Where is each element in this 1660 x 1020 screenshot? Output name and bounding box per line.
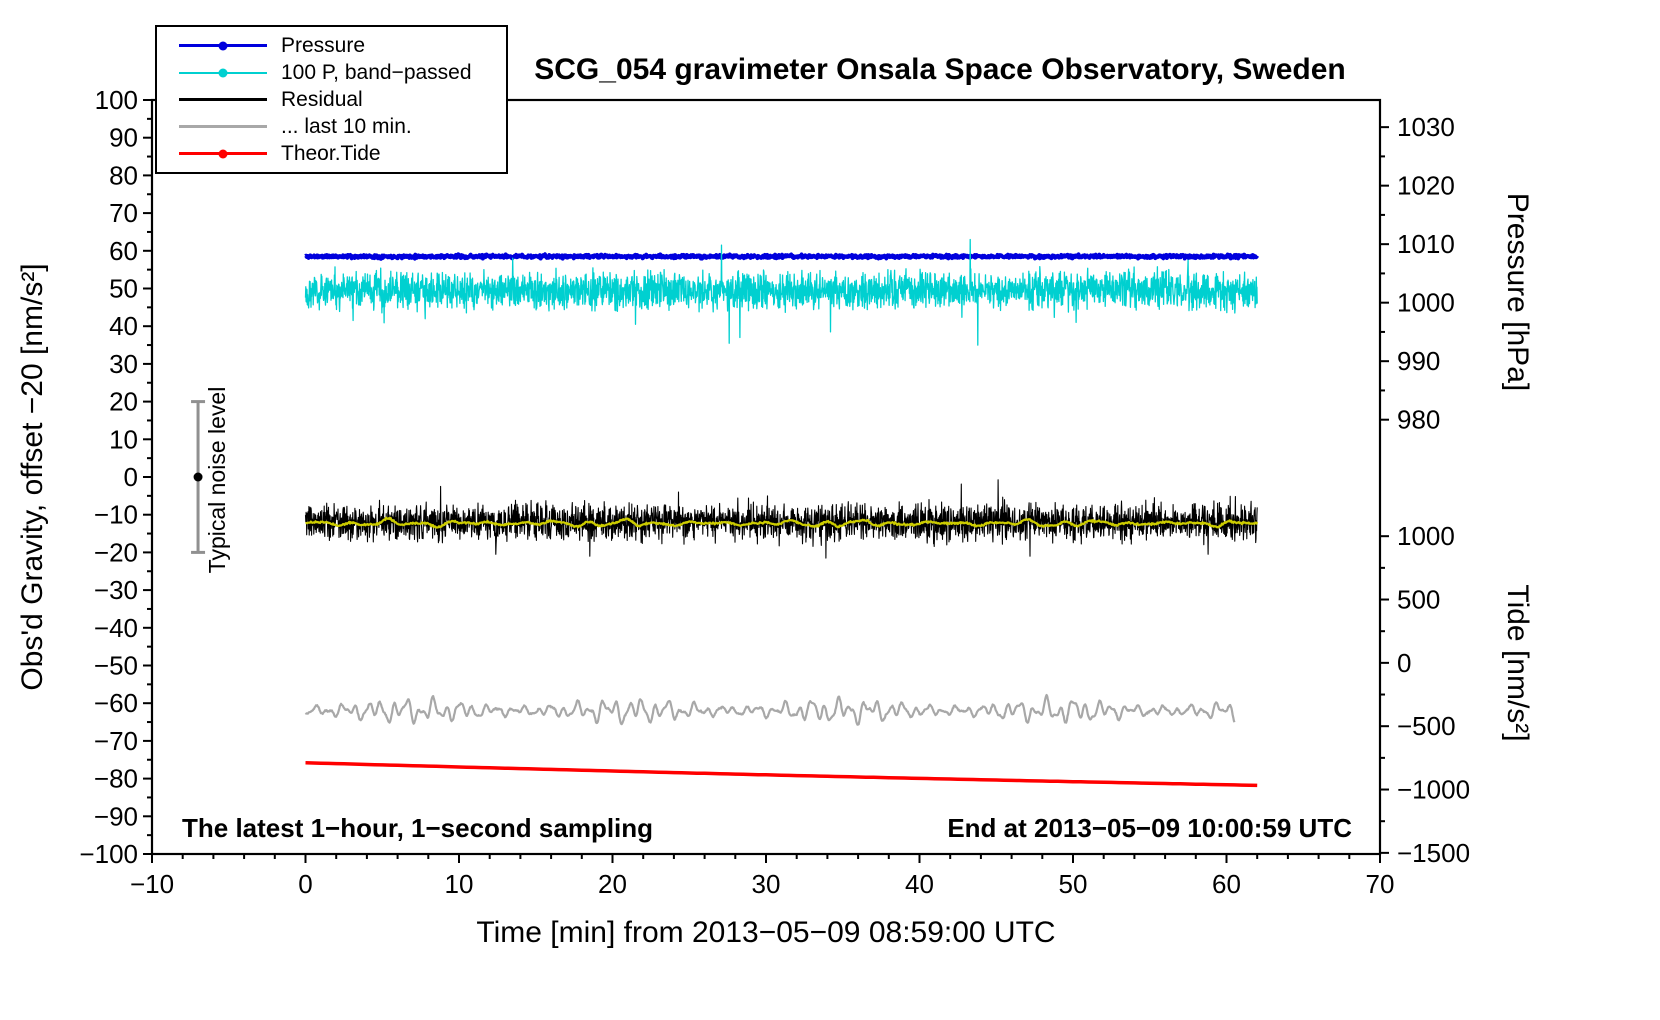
- pressure-tick-label: 990: [1397, 346, 1440, 376]
- legend-item-last-10-min: ... last 10 min.: [157, 113, 506, 140]
- legend-item-theor-tide: Theor.Tide: [157, 140, 506, 167]
- left-tick-label: 100: [95, 85, 138, 115]
- legend-item-100-p-band-passed: 100 P, band−passed: [157, 59, 506, 86]
- series-theor-tide: [305, 761, 1258, 788]
- noise-level-errorbar: [191, 400, 206, 554]
- series-residual: [304, 479, 1258, 559]
- left-tick-label: −90: [94, 801, 138, 831]
- legend-line-sample: [179, 149, 267, 158]
- x-tick-label: 30: [752, 869, 781, 899]
- pressure-tick-label: 980: [1397, 405, 1440, 435]
- x-axis-label: Time [min] from 2013−05−09 08:59:00 UTC: [476, 916, 1055, 949]
- pressure-tick-label: 1020: [1397, 171, 1455, 201]
- left-tick-label: 60: [109, 236, 138, 266]
- left-tick-label: −40: [94, 613, 138, 643]
- left-tick-label: −80: [94, 764, 138, 794]
- noise-level-label: Typical noise level: [204, 387, 230, 574]
- x-tick-label: −10: [130, 869, 174, 899]
- legend-line-sample: [179, 98, 267, 101]
- x-tick-label: 50: [1059, 869, 1088, 899]
- x-tick-label: 10: [445, 869, 474, 899]
- legend-marker-dot: [218, 149, 228, 158]
- noise-level-dot: [193, 472, 203, 482]
- x-tick-label: 0: [298, 869, 312, 899]
- tide-tick-label: 0: [1397, 648, 1411, 678]
- legend-line-sample: [179, 41, 267, 50]
- left-tick-label: −100: [79, 839, 138, 869]
- left-tick-label: −20: [94, 537, 138, 567]
- legend-line-sample: [179, 125, 267, 128]
- tide-tick-label: 500: [1397, 585, 1440, 615]
- x-tick-label: 60: [1212, 869, 1241, 899]
- pressure-tick-label: 1030: [1397, 112, 1455, 142]
- left-tick-label: −60: [94, 688, 138, 718]
- legend-marker-dot: [218, 68, 228, 77]
- tide-tick-label: −1500: [1397, 838, 1470, 868]
- tide-tick-label: −1000: [1397, 775, 1470, 805]
- axis-ticks: −100−90−80−70−60−50−40−30−20−10010203040…: [79, 85, 1470, 899]
- left-tick-label: −50: [94, 651, 138, 681]
- left-tick-label: 10: [109, 424, 138, 454]
- sampling-annotation: The latest 1−hour, 1−second sampling: [182, 813, 653, 843]
- end-time-annotation: End at 2013−05−09 10:00:59 UTC: [947, 813, 1352, 843]
- left-tick-label: −30: [94, 575, 138, 605]
- left-tick-label: −10: [94, 500, 138, 530]
- legend-label: 100 P, band−passed: [281, 60, 472, 84]
- legend-label: Theor.Tide: [281, 141, 381, 165]
- left-axis-label: Obs'd Gravity, offset −20 [nm/s²]: [16, 263, 49, 690]
- series-last-10-min: [304, 693, 1236, 726]
- left-tick-label: 30: [109, 349, 138, 379]
- tide-tick-label: −500: [1397, 711, 1456, 741]
- legend-item-residual: Residual: [157, 86, 506, 113]
- left-tick-label: 90: [109, 123, 138, 153]
- series-pressure: [304, 252, 1259, 261]
- tide-axis-label: Tide [nm/s²]: [1501, 584, 1534, 741]
- left-tick-label: 50: [109, 274, 138, 304]
- chart-title: SCG_054 gravimeter Onsala Space Observat…: [534, 53, 1346, 86]
- legend-label: Residual: [281, 87, 363, 111]
- plot-frame: [150, 98, 1382, 856]
- series-residual-smoothed: [305, 516, 1259, 529]
- legend-line-sample: [179, 68, 267, 77]
- data-series: [304, 238, 1259, 788]
- tide-tick-label: 1000: [1397, 521, 1455, 551]
- legend-item-pressure: Pressure: [157, 32, 506, 59]
- pressure-tick-label: 1010: [1397, 229, 1455, 259]
- left-tick-label: 0: [124, 462, 138, 492]
- legend-label: Pressure: [281, 33, 366, 57]
- legend-label: ... last 10 min.: [281, 114, 412, 138]
- pressure-axis-label: Pressure [hPa]: [1501, 193, 1534, 391]
- series-100-p-band-passed: [304, 238, 1258, 346]
- pressure-tick-label: 1000: [1397, 288, 1455, 318]
- left-tick-label: 40: [109, 311, 138, 341]
- left-tick-label: 70: [109, 198, 138, 228]
- left-tick-label: −70: [94, 726, 138, 756]
- x-tick-label: 70: [1366, 869, 1395, 899]
- left-tick-label: 80: [109, 160, 138, 190]
- x-tick-label: 40: [905, 869, 934, 899]
- left-tick-label: 20: [109, 387, 138, 417]
- legend-marker-dot: [218, 41, 228, 50]
- x-tick-label: 20: [598, 869, 627, 899]
- legend: Pressure 100 P, band−passed Residual ... la…: [155, 25, 508, 174]
